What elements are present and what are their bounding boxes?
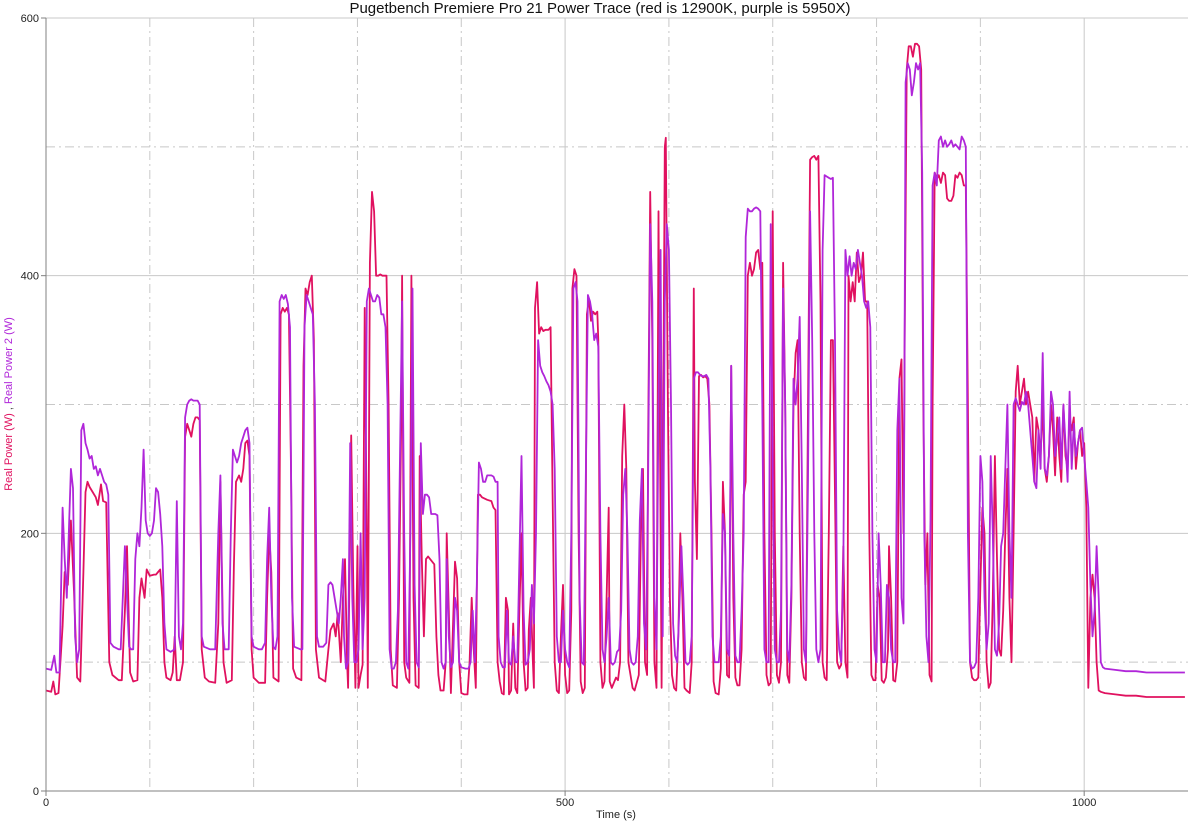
x-axis-title: Time (s): [596, 809, 636, 821]
y-tick-label: 600: [21, 13, 39, 25]
x-tick-label: 1000: [1072, 797, 1096, 809]
axis-layer: 0 500 1000 0 200 400 600: [21, 13, 1188, 809]
series-line-purple: [45, 62, 1185, 674]
series-layer: [45, 42, 1185, 698]
y-axis-title: Real Power (W) , Real Power 2 (W): [3, 317, 15, 491]
grid-layer: [46, 17, 1188, 791]
chart-title: Pugetbench Premiere Pro 21 Power Trace (…: [349, 0, 850, 17]
y-tick-label: 200: [21, 528, 39, 540]
y-axis-title-red: Real Power (W): [3, 413, 15, 491]
x-tick-label: 500: [556, 797, 574, 809]
y-axis-title-separator: ,: [3, 404, 15, 410]
y-axis-title-purple: Real Power 2 (W): [3, 317, 15, 404]
x-tick-label: 0: [43, 797, 49, 809]
y-tick-label: 400: [21, 271, 39, 283]
y-tick-label: 0: [33, 786, 39, 798]
